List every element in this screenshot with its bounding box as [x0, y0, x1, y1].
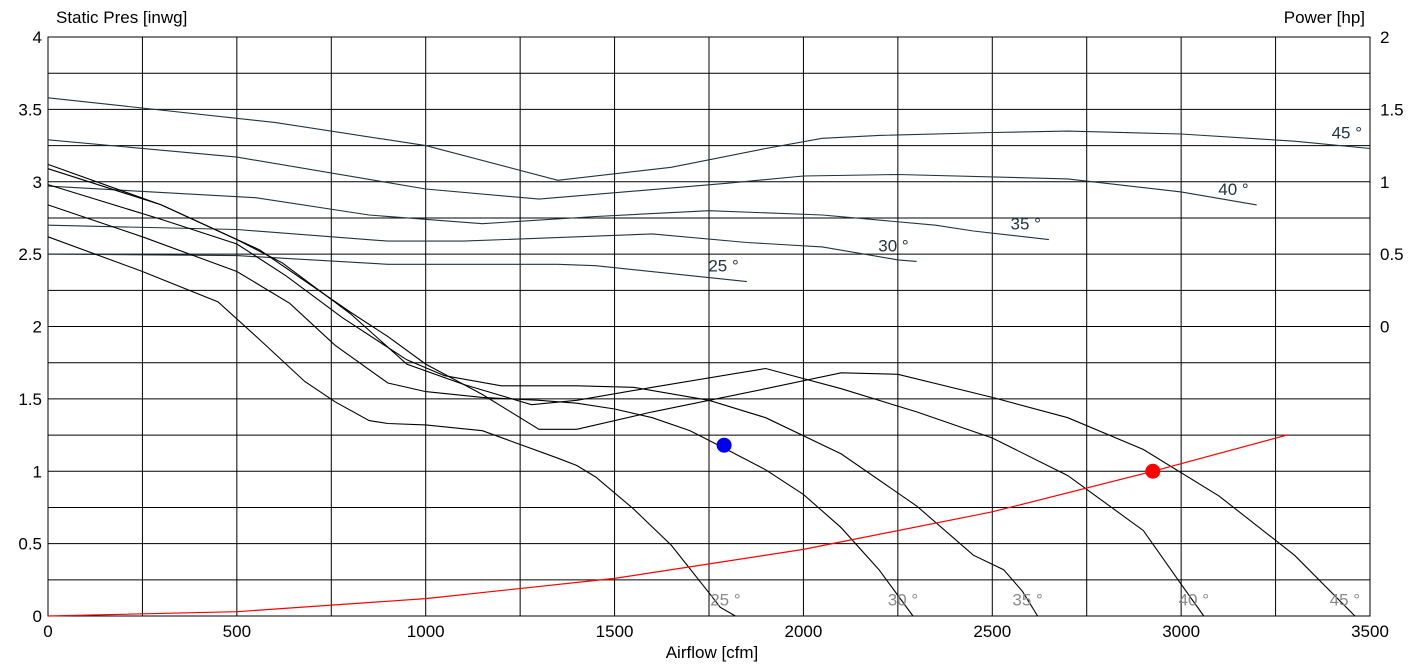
reference-point: [716, 437, 732, 453]
x-tick-label: 2500: [973, 622, 1011, 641]
y-tick-label-right: 1: [1380, 173, 1389, 192]
power-curve-label: 35 °: [1011, 215, 1041, 234]
system-curve: [47, 434, 1288, 617]
pressure-curve-line: [47, 204, 914, 617]
y-tick-label-right: 2: [1380, 28, 1389, 47]
grid: [47, 36, 1371, 617]
pressure-curve-label: 40 °: [1179, 590, 1209, 609]
x-axis-label: Airflow [cfm]: [666, 643, 759, 662]
power-curve-line: [47, 224, 917, 262]
pressure-curve-label: 25 °: [710, 590, 740, 609]
pressure-curves: 25 ° 30 ° 35 ° 40 ° 45 °: [47, 163, 1360, 617]
x-tick-label: 0: [43, 622, 52, 641]
pressure-curve-line: [47, 236, 736, 617]
y-tick-label-left: 0.5: [18, 535, 42, 554]
power-curve-line: [47, 185, 1049, 241]
y-tick-label-left: 2: [33, 318, 42, 337]
x-tick-label: 1000: [407, 622, 445, 641]
y-tick-label-right: 1.5: [1380, 100, 1404, 119]
power-curve-line: [47, 139, 1257, 206]
system-curve-line: [47, 434, 1288, 617]
pressure-curve-label: 30 °: [888, 590, 918, 609]
y-tick-labels-left: 0 0.5 1 1.5 2 2.5 3 3.5 4: [18, 28, 42, 626]
power-curve-label: 45 °: [1332, 123, 1362, 142]
y-axis-label-right: Power [hp]: [1284, 8, 1365, 27]
y-tick-label-left: 1: [33, 462, 42, 481]
y-axis-label-left: Static Pres [inwg]: [56, 8, 187, 27]
y-tick-label-left: 4: [33, 28, 42, 47]
x-tick-label: 500: [223, 622, 251, 641]
power-curve-label: 30 °: [878, 236, 908, 255]
power-curve-label: 40 °: [1218, 180, 1248, 199]
operating-point: [1145, 463, 1161, 479]
x-tick-labels: 0 500 1000 1500 2000 2500 3000 3500: [43, 622, 1389, 641]
x-tick-label: 3000: [1162, 622, 1200, 641]
points: [716, 437, 1161, 479]
power-curves: 25 ° 30 ° 35 ° 40 ° 45 °: [47, 97, 1371, 283]
x-tick-label: 1500: [596, 622, 634, 641]
y-tick-label-left: 3.5: [18, 100, 42, 119]
y-tick-label-left: 3: [33, 173, 42, 192]
pressure-curve-line: [47, 168, 1205, 617]
pressure-curve-label: 35 °: [1012, 590, 1042, 609]
y-tick-label-right: 0: [1380, 318, 1389, 337]
x-tick-label: 2000: [785, 622, 823, 641]
y-tick-label-right: 0.5: [1380, 245, 1404, 264]
pressure-curve-label: 45 °: [1330, 590, 1360, 609]
plot-frame: [47, 36, 1371, 617]
y-tick-label-left: 0: [33, 607, 42, 626]
x-tick-label: 3500: [1351, 622, 1389, 641]
pressure-curve-line: [47, 184, 1039, 617]
y-tick-label-left: 1.5: [18, 390, 42, 409]
power-curve-line: [47, 253, 747, 283]
pressure-curve-line: [47, 163, 1356, 617]
y-tick-label-left: 2.5: [18, 245, 42, 264]
power-curve-label: 25 °: [708, 257, 738, 276]
y-tick-labels-right: 0 0.5 1 1.5 2: [1380, 28, 1404, 337]
power-curve-line: [47, 97, 1371, 181]
